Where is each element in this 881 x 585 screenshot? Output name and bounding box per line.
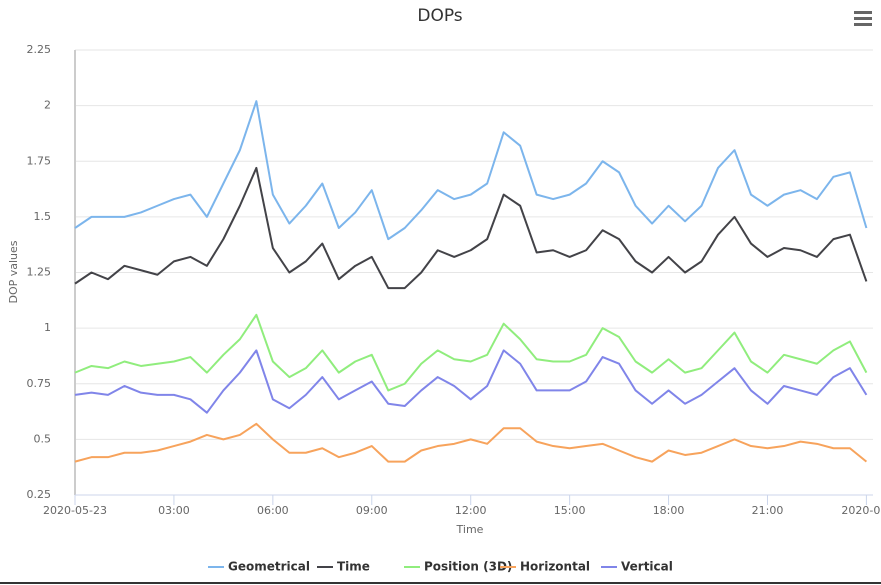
y-tick-label: 2.25	[27, 43, 52, 56]
menu-button[interactable]	[854, 11, 872, 26]
series-line	[74, 100, 868, 241]
x-tick-label: 09:00	[356, 504, 388, 517]
series-line	[74, 422, 868, 463]
series-line	[74, 313, 868, 392]
menu-bar	[854, 23, 872, 26]
legend-item[interactable]: Horizontal	[500, 560, 590, 574]
legend-item[interactable]: Time	[317, 560, 370, 574]
y-axis-title: DOP values	[7, 240, 20, 303]
x-tick-label: 2020-05-23	[43, 504, 107, 517]
x-tick-label: 21:00	[752, 504, 784, 517]
legend-label: Position (3D)	[424, 560, 512, 574]
y-tick-label: 0.25	[27, 488, 52, 501]
y-tick-label: 1.25	[27, 266, 52, 279]
legend: Geometrical Time Position (3D) Horizontal Ve…	[208, 560, 673, 574]
menu-bar	[854, 11, 872, 14]
y-tick-label: 1.75	[27, 154, 52, 167]
legend-item[interactable]: Position (3D)	[404, 560, 512, 574]
x-tick-label: 2020-0…	[841, 504, 881, 517]
legend-label: Horizontal	[520, 560, 590, 574]
series-line	[74, 349, 868, 414]
legend-label: Vertical	[621, 560, 673, 574]
y-tick-label: 0.5	[34, 432, 52, 445]
x-tick-label: 06:00	[257, 504, 289, 517]
x-tick-label: 18:00	[653, 504, 685, 517]
y-tick-label: 1.5	[34, 210, 52, 223]
legend-label: Time	[337, 560, 370, 574]
x-tick-label: 15:00	[554, 504, 586, 517]
legend-item[interactable]: Geometrical	[208, 560, 310, 574]
menu-bar	[854, 17, 872, 20]
y-tick-label: 0.75	[27, 377, 52, 390]
y-tick-label: 1	[44, 321, 51, 334]
series-line	[74, 166, 868, 290]
legend-item[interactable]: Vertical	[601, 560, 673, 574]
legend-label: Geometrical	[228, 560, 310, 574]
x-tick-label: 03:00	[158, 504, 190, 517]
chart-title: DOPs	[417, 6, 462, 26]
x-tick-label: 12:00	[455, 504, 487, 517]
x-axis-title: Time	[456, 523, 484, 536]
y-tick-label: 2	[44, 99, 51, 112]
